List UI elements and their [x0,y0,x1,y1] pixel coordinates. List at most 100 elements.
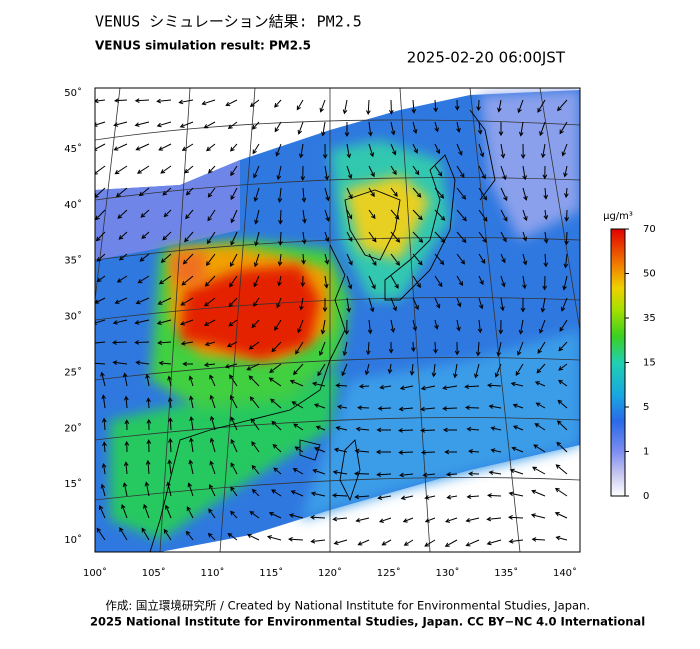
wind-arrow [320,121,326,137]
wind-arrow [268,511,282,519]
wind-arrow [296,99,304,111]
wind-arrow [390,121,396,136]
wind-arrow [163,528,172,541]
subtitle: VENUS simulation result: PM2.5 [95,39,311,53]
wind-arrow [400,495,414,501]
wind-arrow [269,363,282,373]
colorbar-label: 70 [643,224,656,235]
wind-arrow [331,493,348,498]
wind-arrow [230,486,238,497]
wind-arrow [337,404,348,410]
wind-arrow [420,428,436,433]
wind-arrow [293,423,304,431]
wind-arrow [185,187,194,196]
wind-arrow [543,253,549,268]
wind-arrow [230,438,238,453]
wind-arrow [230,209,238,224]
longitude-label: 130˚ [435,567,459,579]
wind-arrow [273,467,282,475]
wind-arrow [324,231,330,243]
wind-arrow [478,143,485,158]
wind-arrow [101,417,107,431]
colorbar-label: 1 [643,447,649,458]
wind-arrow [228,319,238,327]
wind-arrow [136,165,150,174]
wind-arrow [246,533,260,541]
wind-arrow [512,403,524,409]
wind-arrow [272,443,282,453]
wind-arrow [377,495,392,500]
wind-arrow [249,99,260,107]
wind-arrow [292,363,304,376]
wind-arrow [322,297,328,313]
wind-arrow [277,275,282,287]
wind-arrow [181,275,194,286]
wind-arrow [230,462,238,475]
wind-arrow [420,406,436,412]
wind-arrow [409,363,415,376]
wind-arrow [399,385,414,391]
latitude-label: 25˚ [64,366,82,378]
wind-arrow [324,187,330,202]
colorbar-label: 5 [643,402,649,413]
wind-arrow [185,530,194,541]
wind-arrow [203,362,216,368]
wind-arrow [122,482,128,497]
wind-arrow [444,449,458,455]
wind-arrow [511,446,524,453]
wind-arrow [346,143,352,159]
wind-arrow [539,319,546,334]
wind-arrow [95,165,106,175]
wind-arrow [209,460,216,475]
wind-arrow [157,340,172,346]
wind-arrow [95,98,106,104]
wind-arrow [162,187,172,196]
wind-arrow [390,231,401,243]
wind-arrows [95,98,569,547]
wind-arrow [422,472,436,478]
wind-arrow [342,99,348,115]
colorbar-label: 15 [643,358,656,369]
wind-arrow [167,459,173,475]
wind-arrow [134,98,150,103]
wind-arrow [123,461,129,475]
wind-arrow [271,341,282,353]
wind-arrow [478,275,484,286]
wind-arrow [96,253,106,262]
wind-arrow [324,209,330,222]
wind-arrow [464,405,480,410]
wind-arrow [100,483,106,497]
wind-arrow [474,363,480,379]
wind-arrow [564,231,569,246]
wind-arrow [411,99,417,114]
wind-arrow [522,275,527,290]
wind-arrow [543,209,549,221]
wind-arrow [249,396,260,409]
wind-arrow [420,385,436,391]
wind-arrow [322,143,328,160]
wind-arrow [96,527,106,541]
wind-arrow [507,515,524,520]
wind-arrow [399,472,414,478]
wind-arrow [319,99,326,113]
wind-arrow [366,99,371,116]
wind-arrow [478,253,486,264]
wind-arrow [456,143,463,156]
wind-arrow [512,425,524,431]
wind-arrow [420,450,436,455]
wind-arrow [301,187,307,203]
wind-arrow [332,516,348,522]
wind-arrow [158,275,172,285]
wind-arrow [100,371,106,387]
wind-arrow [145,459,151,475]
wind-arrow [390,209,400,220]
wind-arrow [121,504,128,519]
wind-arrow [95,362,106,365]
wind-arrow [134,340,150,345]
wind-arrow [390,187,398,197]
wind-arrow [355,517,370,523]
wind-arrow [555,535,568,541]
wind-arrow [466,426,480,432]
wind-arrow [206,143,216,152]
wind-arrow [497,99,502,113]
